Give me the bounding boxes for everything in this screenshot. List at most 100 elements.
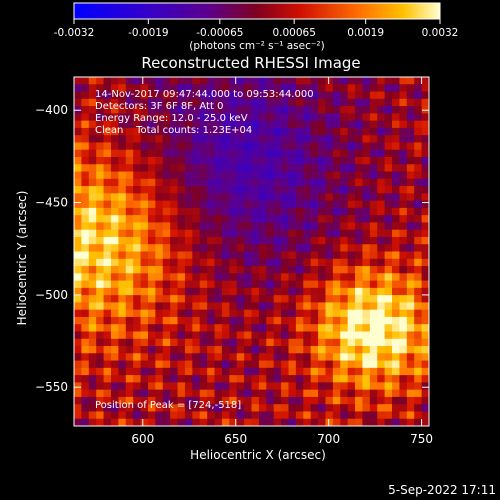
heatmap-cell xyxy=(96,353,104,361)
heatmap-cell xyxy=(125,186,134,194)
heatmap-cell xyxy=(199,389,208,398)
heatmap-cell xyxy=(399,375,408,383)
heatmap-cell xyxy=(170,171,178,180)
heatmap-cell xyxy=(133,171,141,180)
heatmap-cell xyxy=(399,404,408,412)
heatmap-cell xyxy=(229,287,238,296)
heatmap-cell xyxy=(303,331,312,340)
heatmap-cell xyxy=(214,266,223,274)
heatmap-cell xyxy=(392,338,400,347)
heatmap-cell xyxy=(318,120,326,129)
heatmap-cell xyxy=(318,229,326,238)
heatmap-cell xyxy=(347,200,356,209)
heatmap-cell xyxy=(399,295,408,303)
heatmap-cell xyxy=(184,295,193,303)
heatmap-cell xyxy=(184,84,193,92)
heatmap-cell xyxy=(110,193,119,201)
heatmap-cell xyxy=(288,258,297,267)
heatmap-cell xyxy=(184,396,193,405)
heatmap-cell xyxy=(133,338,141,347)
heatmap-cell xyxy=(214,367,223,376)
heatmap-cell xyxy=(118,178,127,187)
heatmap-cell xyxy=(221,91,230,100)
heatmap-cell xyxy=(369,113,378,122)
heatmap-cell xyxy=(355,120,363,129)
heatmap-cell xyxy=(281,360,289,369)
heatmap-cell xyxy=(236,156,245,165)
heatmap-cell xyxy=(96,360,104,369)
heatmap-cell xyxy=(421,222,429,231)
heatmap-cell xyxy=(133,222,141,231)
heatmap-cell xyxy=(332,91,341,100)
heatmap-cell xyxy=(355,411,363,420)
heatmap-cell xyxy=(192,295,201,303)
heatmap-cell xyxy=(258,280,267,289)
heatmap-cell xyxy=(177,295,186,303)
heatmap-cell xyxy=(184,389,193,398)
heatmap-cell xyxy=(207,331,215,340)
heatmap-cell xyxy=(384,280,393,289)
heatmap-cell xyxy=(406,287,415,296)
heatmap-cell xyxy=(147,222,156,231)
heatmap-cell xyxy=(281,142,289,151)
heatmap-cell xyxy=(266,367,275,376)
heatmap-cell xyxy=(332,178,341,187)
heatmap-cell xyxy=(184,338,193,347)
heatmap-cell xyxy=(258,171,267,180)
heatmap-cell xyxy=(347,156,356,165)
heatmap-cell xyxy=(81,186,90,194)
heatmap-cell xyxy=(236,324,245,332)
heatmap-cell xyxy=(303,207,312,216)
heatmap-cell xyxy=(295,156,304,165)
heatmap-cell xyxy=(236,113,245,122)
heatmap-cell xyxy=(110,375,119,383)
heatmap-cell xyxy=(244,295,252,303)
heatmap-cell xyxy=(251,215,260,223)
heatmap-cell xyxy=(266,302,275,311)
heatmap-cell xyxy=(273,287,282,296)
heatmap-cell xyxy=(355,367,363,376)
heatmap-cell xyxy=(251,236,260,245)
heatmap-cell xyxy=(177,142,186,151)
heatmap-cell xyxy=(236,207,245,216)
heatmap-cell xyxy=(96,113,104,122)
heatmap-cell xyxy=(118,127,127,136)
heatmap-cell xyxy=(281,222,289,231)
heatmap-cell xyxy=(281,77,289,85)
heatmap-cell xyxy=(384,135,393,143)
heatmap-cell xyxy=(303,273,312,281)
heatmap-cell xyxy=(162,411,171,420)
heatmap-cell xyxy=(421,200,429,209)
heatmap-cell xyxy=(340,200,349,209)
heatmap-cell xyxy=(258,338,267,347)
heatmap-cell xyxy=(347,258,356,267)
heatmap-cell xyxy=(421,98,429,107)
heatmap-cell xyxy=(221,215,230,223)
heatmap-cell xyxy=(192,411,201,420)
heatmap-cell xyxy=(406,302,415,311)
heatmap-cell xyxy=(281,346,289,354)
heatmap-cell xyxy=(147,273,156,281)
heatmap-cell xyxy=(288,280,297,289)
heatmap-cell xyxy=(303,411,312,420)
heatmap-cell xyxy=(281,84,289,92)
heatmap-cell xyxy=(325,367,334,376)
heatmap-cell xyxy=(199,171,208,180)
heatmap-cell xyxy=(332,418,341,426)
heatmap-cell xyxy=(281,280,289,289)
heatmap-cell xyxy=(258,244,267,252)
heatmap-cell xyxy=(88,360,97,369)
heatmap-cell xyxy=(258,142,267,151)
heatmap-cell xyxy=(273,84,282,92)
heatmap-cell xyxy=(192,91,201,100)
heatmap-cell xyxy=(392,200,400,209)
heatmap-cell xyxy=(147,207,156,216)
heatmap-cell xyxy=(347,396,356,405)
heatmap-cell xyxy=(266,244,275,252)
heatmap-cell xyxy=(310,91,319,100)
heatmap-cell xyxy=(295,418,304,426)
heatmap-cell xyxy=(266,84,275,92)
heatmap-cell xyxy=(384,360,393,369)
heatmap-cell xyxy=(332,98,341,107)
heatmap-cell xyxy=(414,309,423,318)
